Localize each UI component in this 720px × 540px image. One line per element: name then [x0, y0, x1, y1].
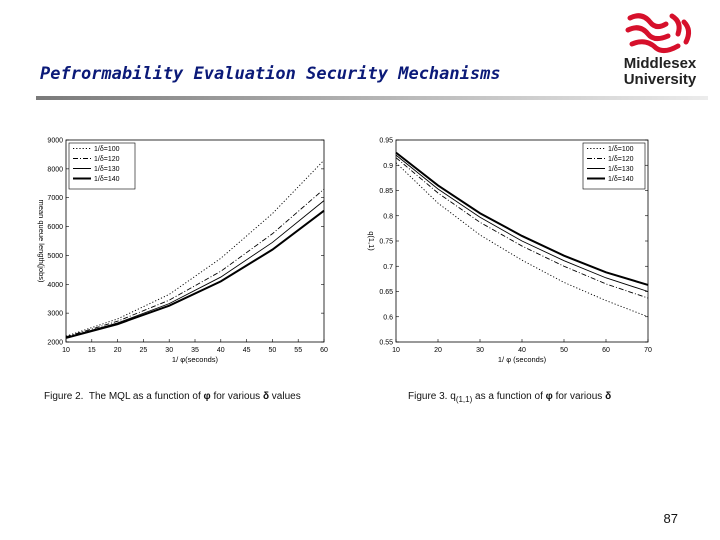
page-number: 87	[664, 511, 678, 526]
y-tick-label: 9000	[47, 138, 63, 145]
x-tick-label: 45	[243, 347, 251, 354]
legend-label: 1/δ=140	[608, 176, 634, 183]
y-tick-label: 4000	[47, 282, 63, 289]
legend-label: 1/δ=140	[94, 176, 120, 183]
x-tick-label: 20	[434, 347, 442, 354]
logo-word-middlesex: Middlesex	[612, 56, 708, 72]
x-tick-label: 60	[602, 347, 610, 354]
y-tick-label: 7000	[47, 195, 63, 202]
y-tick-label: 5000	[47, 253, 63, 260]
legend-label: 1/δ=130	[608, 166, 634, 173]
y-tick-label: 2000	[47, 340, 63, 347]
x-tick-label: 10	[392, 347, 400, 354]
legend-label: 1/δ=100	[608, 146, 634, 153]
x-tick-label: 40	[217, 347, 225, 354]
legend-label: 1/δ=120	[608, 156, 634, 163]
q11-chart: 10 20 30 40 50 60 70 0.55 0.6 0.65 0.7 0.75 0.8 0.85 0…	[352, 130, 660, 370]
x-tick-label: 20	[114, 347, 122, 354]
y-axis-label: q(1,1)	[367, 231, 376, 251]
legend-label: 1/δ=100	[94, 146, 120, 153]
x-tick-label: 25	[140, 347, 148, 354]
y-tick-label: 0.85	[379, 188, 393, 195]
x-tick-label: 55	[294, 347, 302, 354]
figure-2-caption: Figure 2. The MQL as a function of φ for…	[44, 391, 301, 402]
logo-emblem-icon	[612, 8, 708, 56]
y-tick-label: 0.7	[383, 264, 393, 271]
y-tick-label: 8000	[47, 166, 63, 173]
x-tick-label: 50	[560, 347, 568, 354]
y-axis-label: mean queue length(jobs)	[37, 200, 46, 283]
legend-label: 1/δ=130	[94, 166, 120, 173]
x-tick-label: 35	[191, 347, 199, 354]
slide-title: Pefrormability Evaluation Security Mecha…	[40, 64, 501, 84]
figure-3-caption: Figure 3. q(1,1) as a function of φ for …	[408, 391, 611, 404]
y-tick-label: 0.95	[379, 138, 393, 145]
x-axis-label: 1/ φ(seconds)	[172, 355, 219, 364]
x-tick-label: 30	[165, 347, 173, 354]
y-tick-label: 3000	[47, 311, 63, 318]
title-divider	[36, 96, 708, 100]
y-tick-label: 6000	[47, 224, 63, 231]
x-tick-label: 40	[518, 347, 526, 354]
x-tick-label: 15	[88, 347, 96, 354]
y-tick-label: 0.65	[379, 289, 393, 296]
x-tick-label: 60	[320, 347, 328, 354]
y-tick-label: 0.75	[379, 239, 393, 246]
y-tick-label: 0.6	[383, 314, 393, 321]
x-tick-label: 30	[476, 347, 484, 354]
x-tick-label: 50	[269, 347, 277, 354]
university-logo: Middlesex University	[612, 8, 708, 92]
y-tick-label: 0.55	[379, 340, 393, 347]
legend-label: 1/δ=120	[94, 156, 120, 163]
y-tick-label: 0.8	[383, 213, 393, 220]
mql-chart: 10 15 20 25 30 35 40 45 50 55 60 2000 3000 4000 5000 60…	[30, 130, 340, 370]
x-tick-label: 10	[62, 347, 70, 354]
x-tick-label: 70	[644, 347, 652, 354]
logo-word-university: University	[612, 72, 708, 88]
x-axis-label: 1/ φ (seconds)	[498, 355, 547, 364]
y-tick-label: 0.9	[383, 163, 393, 170]
